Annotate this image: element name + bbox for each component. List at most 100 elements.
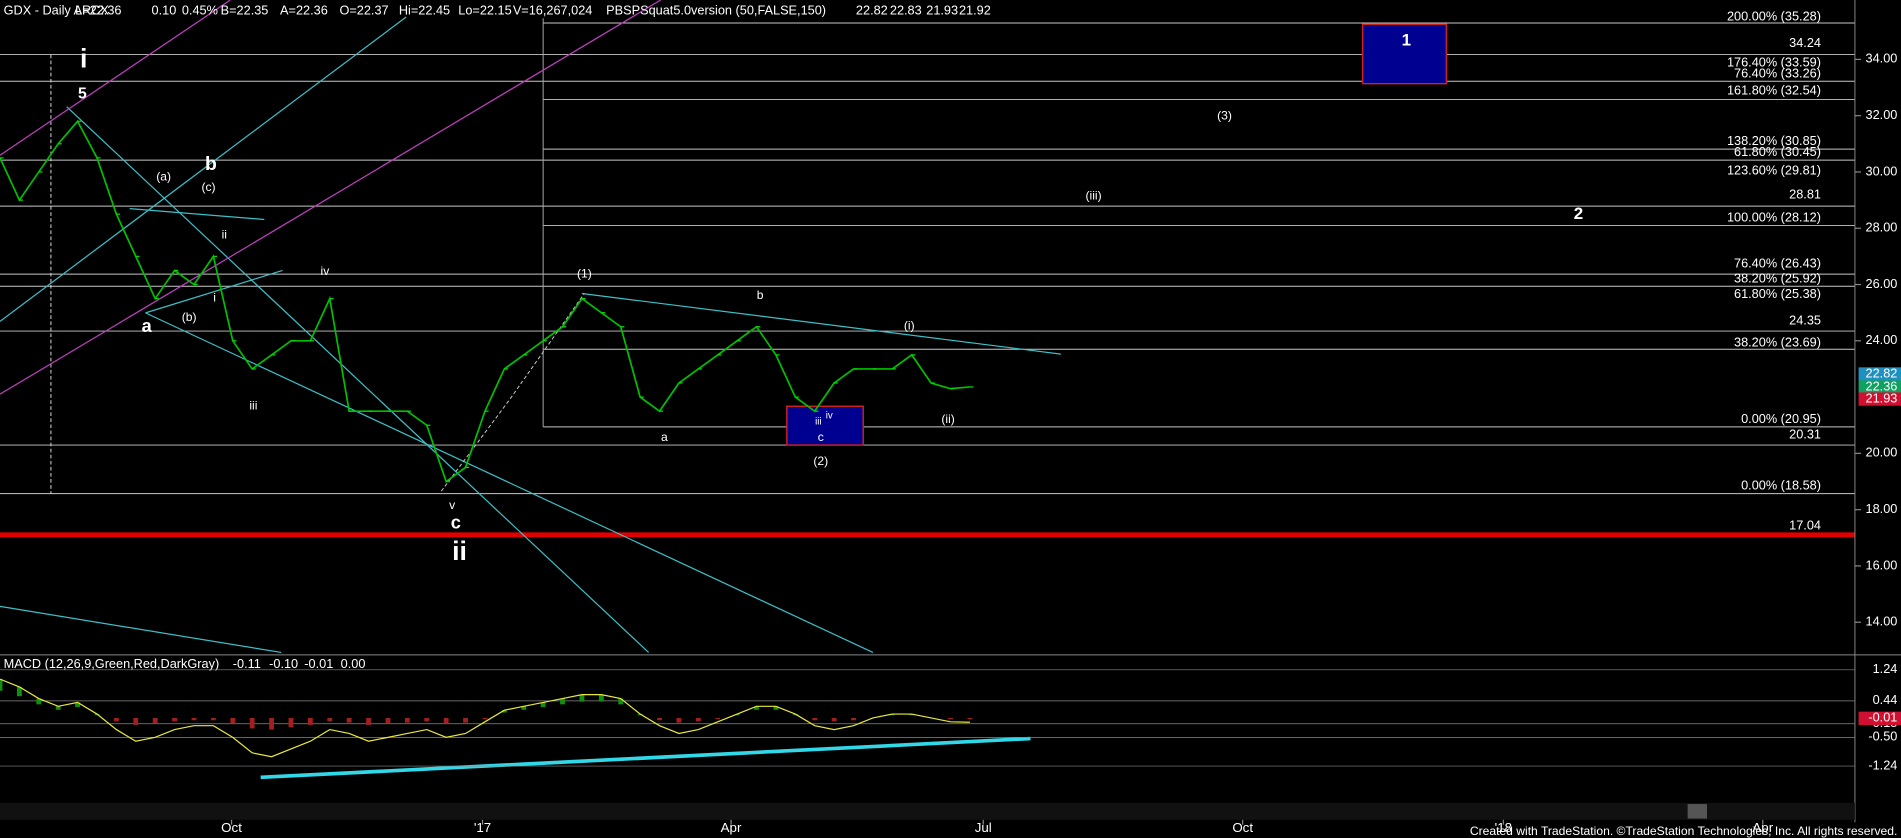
- wave-label: (2): [813, 454, 828, 468]
- time-label: Apr: [1752, 820, 1773, 835]
- wave-label: (c): [201, 180, 215, 194]
- price-tick-label: 16.00: [1866, 557, 1898, 572]
- trend-line: [145, 312, 874, 654]
- level-label: 28.81: [1789, 187, 1821, 202]
- macd-histogram-bar: [152, 717, 158, 724]
- macd-histogram-bar: [75, 702, 81, 708]
- trend-line: [129, 207, 265, 221]
- wave-label: ii: [222, 227, 227, 241]
- header-field: A=22.36: [280, 2, 328, 17]
- macd-histogram-bar: [366, 717, 371, 725]
- footer: Created with TradeStation. ©TradeStation…: [1470, 824, 1898, 838]
- macd-histogram-bar: [715, 717, 721, 720]
- macd-histogram-bar: [482, 717, 488, 720]
- macd-histogram-bar: [288, 717, 294, 728]
- wave-label: (a): [156, 169, 171, 183]
- wave-label: a: [142, 316, 153, 336]
- level-label: 123.60% (29.81): [1727, 162, 1821, 177]
- last-value-label: 22.36: [1866, 378, 1898, 393]
- trend-line: [581, 292, 1061, 355]
- macd-histogram-bar: [812, 717, 818, 721]
- wave-label: b: [205, 153, 217, 175]
- study-value: 22.82: [856, 2, 888, 17]
- price-tick-label: 30.00: [1866, 163, 1898, 178]
- time-label: Oct: [221, 820, 242, 835]
- macd-header-value: -0.10: [269, 656, 298, 671]
- macd-histogram-bar: [346, 717, 352, 723]
- wave-label: c: [451, 513, 461, 533]
- wave-label: (ii): [941, 412, 954, 426]
- wave-label: 1: [1402, 31, 1411, 50]
- macd-histogram-bar: [695, 717, 701, 722]
- macd-histogram-bar: [773, 706, 779, 710]
- wave-label: (b): [182, 310, 197, 324]
- macd-header-value: -0.01: [304, 656, 333, 671]
- macd-histogram-bar: [948, 717, 953, 720]
- wave-label: ii: [452, 536, 467, 566]
- macd-histogram-bar: [269, 717, 274, 730]
- header-symbol: GDX - Daily ARCX: [4, 2, 110, 17]
- wave-label: 5: [78, 86, 87, 103]
- macd-histogram-bar: [0, 679, 3, 691]
- header-field: L=22.36: [75, 2, 121, 17]
- macd-header-value: -0.11: [233, 656, 261, 671]
- header-field: 0.10: [152, 2, 177, 17]
- trend-line: [0, 605, 282, 654]
- last-value-label: 21.93: [1866, 390, 1898, 405]
- trend-line: [66, 106, 650, 653]
- level-label: 138.20% (30.85): [1727, 133, 1821, 148]
- scroll-thumb[interactable]: [1687, 804, 1708, 819]
- macd-histogram-bar: [36, 698, 42, 705]
- last-value-box: [1858, 367, 1901, 381]
- wave-label: iii: [249, 398, 257, 412]
- scrollbar[interactable]: [0, 802, 1855, 820]
- price-tick-label: 14.00: [1866, 614, 1898, 629]
- macd-histogram-bar: [16, 686, 22, 697]
- macd-histogram-bar: [210, 717, 216, 721]
- macd-histogram-bar: [967, 717, 973, 720]
- target-box: [1361, 23, 1448, 85]
- level-label: 17.04: [1789, 518, 1821, 533]
- header-study: PBSPSquat5.0version (50,FALSE,150): [606, 2, 826, 17]
- level-label: 100.00% (28.12): [1727, 210, 1821, 225]
- macd-histogram-bar: [404, 717, 410, 723]
- level-label: 24.35: [1789, 313, 1821, 328]
- header-field: Hi=22.45: [399, 2, 450, 17]
- macd-tick-label: -1.24: [1868, 757, 1897, 772]
- level-label: 176.40% (33.59): [1727, 54, 1821, 69]
- macd-tick-label: 1.24: [1873, 661, 1898, 676]
- wave-label: b: [757, 288, 764, 302]
- wave-label: (3): [1217, 109, 1232, 123]
- macd-histogram-bar: [172, 717, 178, 722]
- macd-histogram-bar: [618, 698, 624, 705]
- level-label: 0.00% (18.58): [1741, 478, 1821, 493]
- price-tick-label: 26.00: [1866, 276, 1898, 291]
- target-box: [786, 405, 864, 446]
- macd-last-box: [1858, 711, 1901, 725]
- macd-histogram-bar: [851, 717, 856, 721]
- macd-histogram-bar: [463, 717, 468, 723]
- channel-line: [0, 0, 231, 156]
- macd-tick-label: -0.50: [1868, 729, 1897, 744]
- macd-tick-label: 0.44: [1873, 692, 1898, 707]
- wave-label: iv: [826, 411, 833, 422]
- macd-histogram-bar: [191, 717, 197, 721]
- price-tick-label: 32.00: [1866, 107, 1898, 122]
- level-label: 20.31: [1789, 427, 1821, 442]
- wave-label: (iii): [1085, 189, 1101, 203]
- last-value-label: 22.82: [1866, 365, 1898, 380]
- macd-histogram-bar: [754, 706, 759, 710]
- macd-histogram-bar: [249, 717, 255, 729]
- trend-line: [145, 269, 283, 314]
- level-label: 200.00% (35.28): [1727, 8, 1821, 23]
- time-label: Apr: [721, 820, 742, 835]
- macd-histogram-bar: [657, 717, 662, 721]
- macd-histogram-bar: [424, 717, 430, 722]
- header-field: V=16,267,024: [513, 2, 593, 17]
- wave-label: iv: [321, 264, 331, 278]
- macd-histogram-bar: [230, 717, 236, 724]
- study-value: 21.92: [959, 2, 991, 17]
- header-field: B=22.35: [221, 2, 269, 17]
